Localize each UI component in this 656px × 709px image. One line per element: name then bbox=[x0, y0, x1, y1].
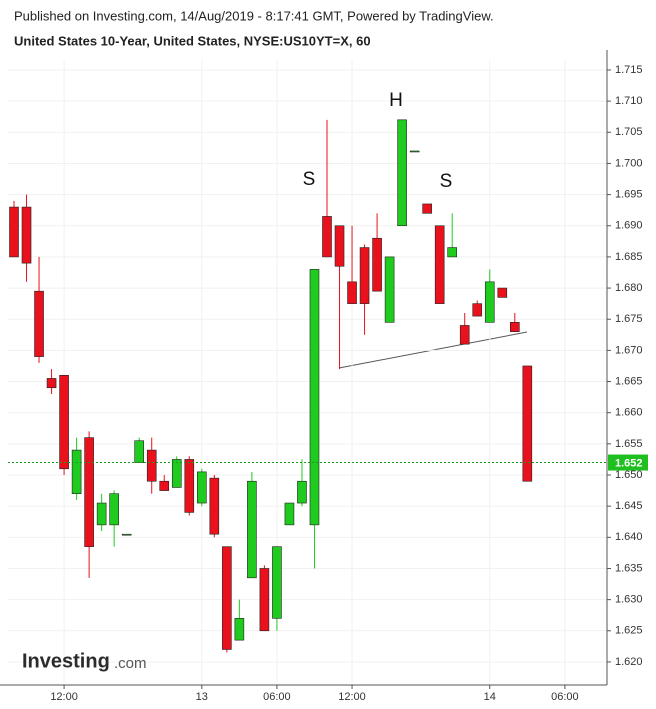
candle-body bbox=[59, 375, 69, 470]
x-tick-label: 12:00 bbox=[50, 691, 78, 703]
candle-body bbox=[197, 471, 207, 504]
y-tick-label: 1.660 bbox=[615, 407, 643, 419]
candle-body bbox=[397, 119, 407, 227]
y-tick-label: 1.675 bbox=[615, 313, 643, 325]
candle-body bbox=[509, 322, 520, 332]
candle-body bbox=[247, 480, 257, 579]
x-tick-label: 14 bbox=[484, 691, 496, 703]
candle-body bbox=[447, 247, 458, 258]
candle-body bbox=[359, 247, 370, 304]
x-tick-label: 13 bbox=[196, 691, 208, 703]
y-tick-label: 1.625 bbox=[615, 625, 643, 637]
y-tick-label: 1.690 bbox=[615, 220, 643, 232]
annotation: S bbox=[303, 169, 316, 190]
x-tick-label: 12:00 bbox=[338, 691, 366, 703]
y-tick-label: 1.665 bbox=[615, 375, 643, 387]
candle-body bbox=[46, 378, 57, 389]
candle-body bbox=[222, 546, 232, 650]
candle-body bbox=[522, 365, 533, 482]
candle-body bbox=[384, 256, 395, 323]
candle-body bbox=[284, 502, 295, 526]
candle-body bbox=[121, 533, 132, 536]
y-tick-label: 1.635 bbox=[615, 562, 643, 574]
x-tick-label: 06:00 bbox=[263, 691, 291, 703]
candle-body bbox=[459, 325, 470, 345]
chart-title: United States 10-Year, United States, NY… bbox=[14, 33, 371, 48]
candle-body bbox=[372, 237, 382, 292]
candle-body bbox=[109, 493, 119, 526]
y-tick-label: 1.655 bbox=[615, 438, 643, 450]
candle-body bbox=[234, 618, 245, 641]
last-value-box bbox=[608, 454, 648, 471]
y-tick-label: 1.680 bbox=[615, 282, 643, 294]
annotation: H bbox=[389, 90, 403, 111]
candle-body bbox=[297, 480, 307, 504]
candle-body bbox=[322, 216, 332, 258]
candle-body bbox=[497, 287, 508, 298]
watermark: Investing bbox=[22, 650, 110, 672]
candle-body bbox=[146, 449, 157, 482]
y-tick-label: 1.620 bbox=[615, 656, 643, 668]
y-tick-label: 1.670 bbox=[615, 344, 643, 356]
candle-body bbox=[96, 502, 107, 526]
candle-body bbox=[409, 150, 420, 153]
candle-body bbox=[84, 437, 94, 547]
y-tick-label: 1.640 bbox=[615, 531, 643, 543]
y-tick-label: 1.700 bbox=[615, 157, 643, 169]
candle-body bbox=[21, 206, 32, 264]
last-value-label: 1.652 bbox=[615, 457, 643, 469]
candle-body bbox=[347, 281, 357, 304]
y-tick-label: 1.650 bbox=[615, 469, 643, 481]
y-tick-label: 1.710 bbox=[615, 95, 643, 107]
y-tick-label: 1.715 bbox=[615, 64, 643, 76]
header: Published on Investing.com, 14/Aug/2019 … bbox=[14, 8, 494, 23]
candle-body bbox=[309, 269, 320, 526]
watermark-suffix: .com bbox=[114, 655, 147, 672]
candle-body bbox=[259, 568, 270, 632]
candle-body bbox=[209, 477, 220, 535]
y-tick-label: 1.645 bbox=[615, 500, 643, 512]
candle-body bbox=[134, 440, 144, 463]
candle-body bbox=[34, 290, 44, 357]
y-tick-label: 1.705 bbox=[615, 126, 643, 138]
candle-body bbox=[9, 206, 19, 258]
annotation: S bbox=[440, 171, 453, 192]
candle-body bbox=[422, 203, 432, 214]
candle-body bbox=[71, 449, 82, 494]
candle-body bbox=[484, 281, 495, 323]
y-tick-label: 1.630 bbox=[615, 594, 643, 606]
candle-body bbox=[171, 459, 182, 488]
y-tick-label: 1.695 bbox=[615, 189, 643, 201]
candle-body bbox=[434, 225, 445, 304]
candle-body bbox=[334, 225, 345, 267]
candle-body bbox=[472, 303, 483, 317]
candle-body bbox=[159, 480, 170, 491]
x-tick-label: 06:00 bbox=[551, 691, 579, 703]
y-tick-label: 1.685 bbox=[615, 251, 643, 263]
candle-body bbox=[272, 546, 282, 619]
candle-body bbox=[184, 459, 195, 513]
